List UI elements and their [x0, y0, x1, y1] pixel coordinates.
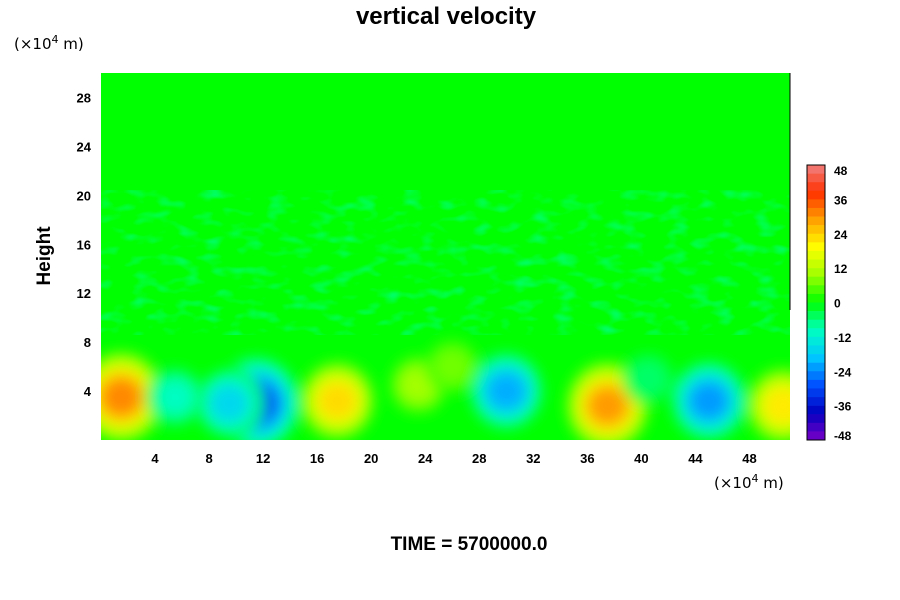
colorbar-band [807, 397, 825, 406]
x-tick-label: 12 [256, 451, 270, 466]
x-tick-label: 24 [418, 451, 433, 466]
velocity-cell [745, 365, 790, 440]
colorbar-band [807, 345, 825, 355]
x-tick-label: 44 [688, 451, 703, 466]
x-tick-label: 20 [364, 451, 378, 466]
velocity-contour [764, 388, 790, 424]
velocity-contour [211, 386, 248, 421]
time-label: TIME = 5700000.0 [391, 534, 548, 555]
velocity-contour [631, 363, 665, 394]
y-unit-label: (×104 m) [14, 33, 84, 53]
x-tick-label: 32 [526, 451, 540, 466]
chart-title: vertical velocity [356, 3, 537, 30]
colorbar-tick-label: -24 [834, 365, 852, 379]
colorbar-tick-label: 48 [834, 164, 848, 178]
velocity-cell [194, 367, 264, 440]
colorbar-band [807, 293, 825, 303]
velocity-contour [587, 386, 628, 425]
x-tick-label: 40 [634, 451, 648, 466]
colorbar-tick-labels: 48 36 24 12 0 -12 -24 -36 -48 [834, 164, 852, 443]
colorbar-band [807, 259, 825, 269]
colorbar-band [807, 285, 825, 295]
x-tick-label: 36 [580, 451, 594, 466]
x-tick-label: 16 [310, 451, 324, 466]
velocity-cell [621, 352, 675, 406]
colorbar [806, 164, 826, 441]
colorbar-band [807, 354, 825, 363]
colorbar-tick-label: -12 [834, 331, 852, 345]
colorbar-frame [806, 164, 826, 441]
colorbar-tick-label: 0 [834, 297, 841, 311]
velocity-cell [298, 359, 377, 440]
velocity-cell [145, 366, 206, 428]
colorbar-band [807, 207, 825, 217]
colorbar-band [807, 233, 825, 243]
colorbar-band [807, 336, 825, 346]
velocity-cell [669, 359, 748, 440]
y-tick-label: 24 [77, 139, 92, 154]
colorbar-band [807, 216, 825, 226]
velocity-contour [435, 351, 469, 382]
colorbar-band [807, 173, 825, 183]
velocity-contour [689, 382, 728, 419]
y-tick-label: 20 [77, 188, 91, 203]
colorbar-tick-label: 24 [834, 228, 848, 242]
y-tick-label: 12 [77, 286, 91, 301]
colorbar-band [807, 311, 825, 320]
colorbar-tick-label: -48 [834, 429, 852, 443]
colorbar-band [807, 328, 825, 338]
colorbar-band [807, 414, 825, 424]
colorbar-band [807, 371, 825, 381]
colorbar-band [807, 302, 825, 312]
y-tick-label: 4 [84, 384, 92, 399]
colorbar-band [807, 319, 825, 329]
colorbar-band [807, 422, 825, 432]
colorbar-band [807, 268, 825, 278]
colorbar-tick-label: -36 [834, 400, 852, 414]
x-tick-label: 8 [205, 451, 212, 466]
y-tick-label: 8 [84, 335, 91, 350]
colorbar-band [807, 431, 825, 441]
velocity-cells [101, 338, 790, 440]
velocity-cell [101, 348, 167, 440]
x-tick-label: 28 [472, 451, 486, 466]
velocity-cell [424, 338, 480, 395]
colorbar-band [807, 276, 825, 286]
velocity-contour [158, 381, 193, 413]
y-tick-labels: 4 8 12 16 20 24 28 [77, 90, 92, 399]
plot-area [101, 73, 790, 440]
colorbar-band [807, 362, 825, 372]
velocity-contour [101, 377, 142, 417]
colorbar-band [807, 199, 825, 209]
colorbar-band [807, 405, 825, 415]
y-tick-label: 28 [77, 90, 91, 105]
colorbar-tick-label: 36 [834, 193, 848, 207]
colorbar-band [807, 225, 825, 235]
colorbar-band [807, 250, 825, 260]
x-tick-label: 4 [151, 451, 159, 466]
velocity-contour [318, 382, 357, 419]
y-axis-label: Height [34, 226, 55, 286]
velocity-contour [487, 373, 526, 409]
x-tick-label: 48 [742, 451, 756, 466]
y-tick-label: 16 [77, 237, 91, 252]
colorbar-band [807, 242, 825, 252]
x-tick-labels: 4 8 12 16 20 24 28 32 36 40 44 48 [151, 451, 756, 466]
colorbar-band [807, 165, 825, 174]
colorbar-tick-label: 12 [834, 262, 848, 276]
colorbar-band [807, 190, 825, 200]
colorbar-band [807, 379, 825, 389]
colorbar-band [807, 182, 825, 192]
colorbar-band [807, 388, 825, 398]
turbulence-band [101, 190, 790, 335]
velocity-cell [468, 350, 545, 432]
x-unit-label: (×104 m) [714, 472, 784, 492]
